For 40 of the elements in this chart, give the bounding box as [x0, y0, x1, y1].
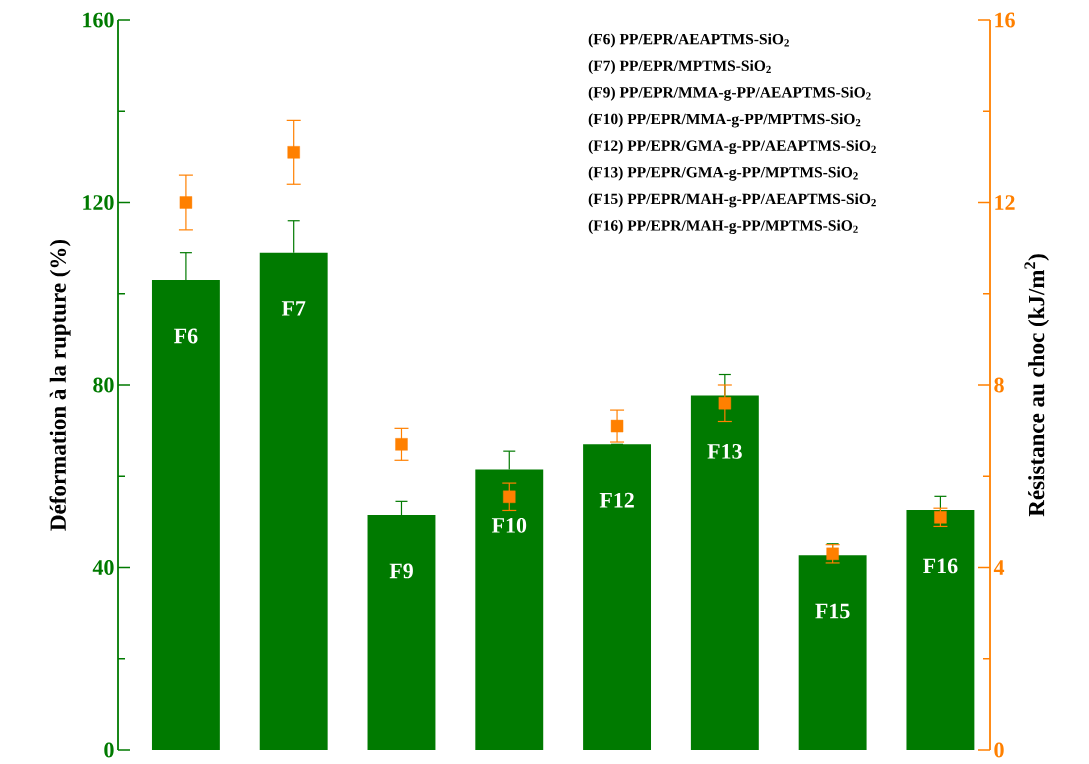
y2-tick-label: 0: [994, 742, 1004, 758]
annotation: (F16) PP/EPR/MAH-g-PP/MPTMS-SiO$_{2}$: [588, 219, 858, 235]
y-tick-label: 0: [104, 742, 114, 758]
y2-axis-title: Résistance au choc (kJ/m$^{2}$): [1024, 254, 1049, 517]
bar: [798, 555, 867, 750]
y-tick-label: 160: [83, 12, 114, 28]
point: [934, 511, 947, 524]
x-tick-label: F7: [281, 301, 306, 316]
y-tick-label: 120: [83, 195, 114, 210]
bar: [583, 444, 652, 750]
x-tick-label: F16: [923, 558, 958, 574]
annotation: (F6) PP/EPR/AEAPTMS-SiO$_{2}$: [588, 33, 789, 48]
x-tick-label: F9: [389, 563, 413, 579]
point: [503, 490, 516, 503]
y-tick-label: 80: [93, 377, 114, 393]
point: [395, 438, 408, 451]
annotation: (F15) PP/EPR/MAH-g-PP/AEAPTMS-SiO$_{2}$: [588, 193, 876, 208]
y2-tick-label: 4: [993, 560, 1005, 575]
x-tick-label: F12: [599, 492, 634, 508]
annotation: (F7) PP/EPR/MPTMS-SiO$_{2}$: [588, 60, 771, 75]
x-tick-label: F10: [491, 517, 527, 533]
point: [610, 419, 624, 433]
point: [287, 146, 300, 159]
point: [826, 547, 839, 561]
bar: [690, 395, 759, 750]
point: [179, 196, 193, 209]
y2-tick-label: 12: [995, 195, 1015, 210]
y-tick-label: 40: [92, 560, 114, 575]
y2-tick-label: 16: [995, 12, 1015, 28]
annotation: (F10) PP/EPR/MMA-g-PP/MPTMS-SiO$_{2}$: [588, 113, 861, 128]
x-tick-label: F15: [815, 603, 850, 619]
x-tick-label: F6: [174, 328, 198, 344]
annotation: (F9) PP/EPR/MMA-g-PP/AEAPTMS-SiO$_{2}$: [588, 86, 871, 101]
annotation: (F13) PP/EPR/GMA-g-PP/MPTMS-SiO$_{2}$: [588, 166, 858, 181]
x-tick-label: F13: [707, 444, 742, 459]
bar: [906, 510, 975, 750]
y2-tick-label: 8: [994, 377, 1004, 393]
annotation: (F12) PP/EPR/GMA-g-PP/AEAPTMS-SiO$_{2}$: [588, 139, 876, 155]
point: [718, 397, 732, 410]
y-axis-title: Déformation à la rupture (%): [49, 239, 71, 531]
